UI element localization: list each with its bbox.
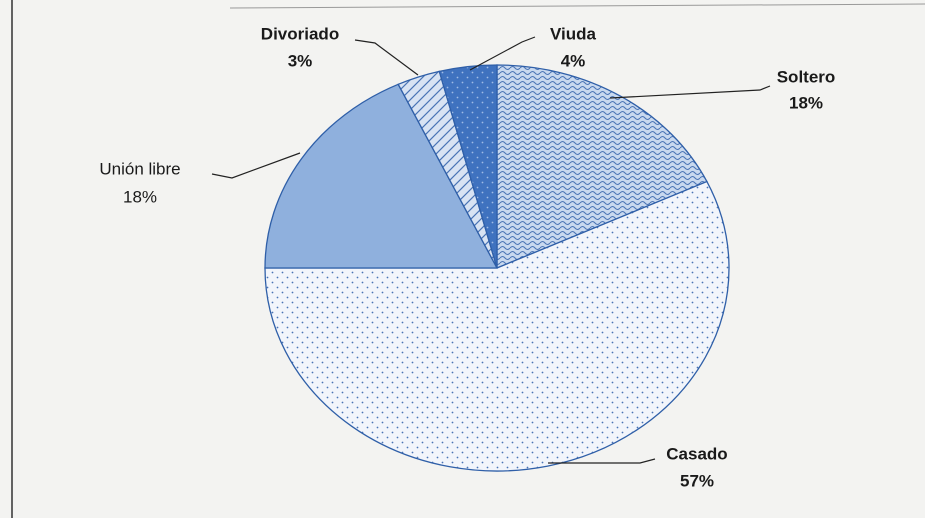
pie-slice bbox=[438, 64, 498, 269]
slice-value-label: 4% bbox=[561, 51, 586, 70]
leader-line bbox=[211, 152, 301, 179]
slice-label: Divoriado bbox=[261, 24, 339, 43]
slice-value-label: 18% bbox=[123, 187, 157, 206]
pie-slice bbox=[496, 64, 708, 269]
leader-line bbox=[548, 458, 656, 464]
leader-line bbox=[609, 85, 771, 99]
slice-label: Unión libre bbox=[99, 159, 180, 178]
slice-value-label: 18% bbox=[789, 93, 823, 112]
leader-line bbox=[354, 39, 419, 76]
page-border bbox=[229, 3, 925, 9]
slice-value-label: 57% bbox=[680, 471, 714, 490]
pie-slice bbox=[264, 180, 730, 472]
slice-label: Soltero bbox=[777, 67, 836, 86]
pie-slice bbox=[264, 83, 499, 269]
slice-value-label: 3% bbox=[288, 51, 313, 70]
leader-line bbox=[469, 36, 536, 71]
slice-label: Casado bbox=[666, 444, 727, 463]
slice-label: Viuda bbox=[550, 24, 597, 43]
